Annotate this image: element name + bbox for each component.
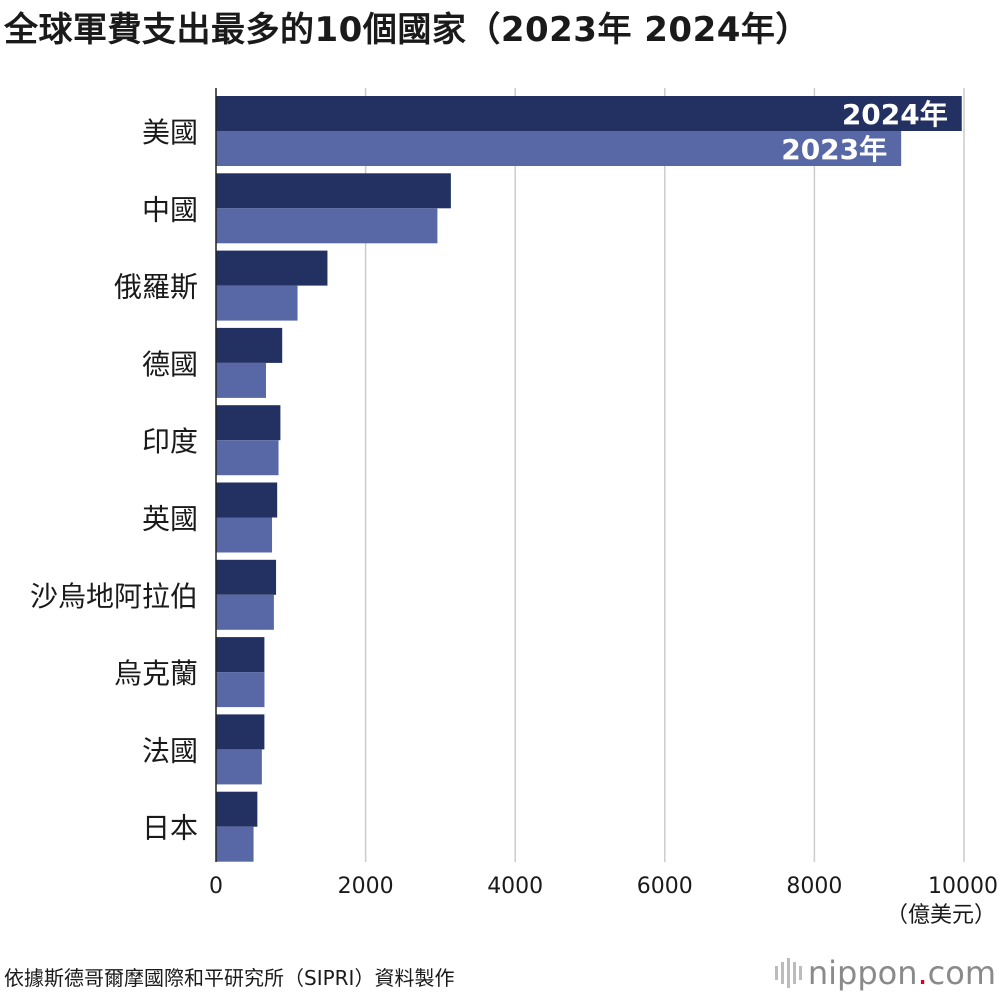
bar-2023: [216, 749, 262, 785]
x-tick-label: 4000: [487, 874, 543, 899]
bar-2024: [216, 173, 451, 209]
legend-label-2024: 2024年: [842, 98, 948, 131]
x-axis-unit: （億美元）: [886, 903, 996, 928]
bar-2024: [216, 791, 258, 827]
bar-2024: [216, 559, 277, 595]
bar-2024: [216, 96, 962, 131]
logo-bars-icon: [774, 958, 802, 988]
bar-2024: [216, 327, 283, 363]
category-label: 德國: [142, 348, 198, 381]
category-label: 俄羅斯: [114, 271, 198, 304]
grid-lines: [364, 88, 965, 862]
category-label: 美國: [142, 116, 198, 149]
bar-2023: [216, 517, 273, 553]
category-label: 印度: [142, 425, 198, 458]
logo-text: nippon.com: [807, 954, 996, 992]
category-label: 中國: [142, 193, 198, 226]
x-tick-label: 8000: [786, 874, 842, 899]
x-tick-labels: 0 2000 4000 6000 8000 10000: [209, 874, 998, 899]
nippon-logo: nippon.com: [774, 954, 996, 992]
category-label: 法國: [142, 734, 198, 767]
x-tick-label: 6000: [637, 874, 693, 899]
bar-2023: [216, 285, 298, 321]
x-tick-label: 2000: [338, 874, 394, 899]
category-label: 英國: [142, 503, 198, 536]
source-note: 依據斯德哥爾摩國際和平研究所（SIPRI）資料製作: [4, 966, 455, 990]
bar-2024: [216, 714, 265, 750]
bar-2024: [216, 250, 328, 286]
chart-title: 全球軍費支出最多的10個國家（2023年 2024年）: [4, 10, 810, 50]
bar-2024: [216, 405, 281, 441]
x-tick-label: 0: [209, 874, 223, 899]
bar-2024: [216, 637, 265, 673]
category-label: 烏克蘭: [114, 657, 198, 690]
legend-label-2023: 2023年: [781, 133, 887, 166]
bar-2023: [216, 440, 279, 476]
bar-2023: [216, 208, 438, 244]
bar-2023: [216, 826, 254, 862]
bar-2023: [216, 594, 274, 630]
bar-2023: [216, 131, 902, 166]
bar-2024: [216, 482, 278, 518]
bar-2023: [216, 362, 266, 398]
x-tick-label: 10000: [928, 874, 998, 899]
category-label: 沙烏地阿拉伯: [30, 580, 198, 613]
category-label: 日本: [142, 812, 198, 845]
bar-2023: [216, 672, 265, 708]
